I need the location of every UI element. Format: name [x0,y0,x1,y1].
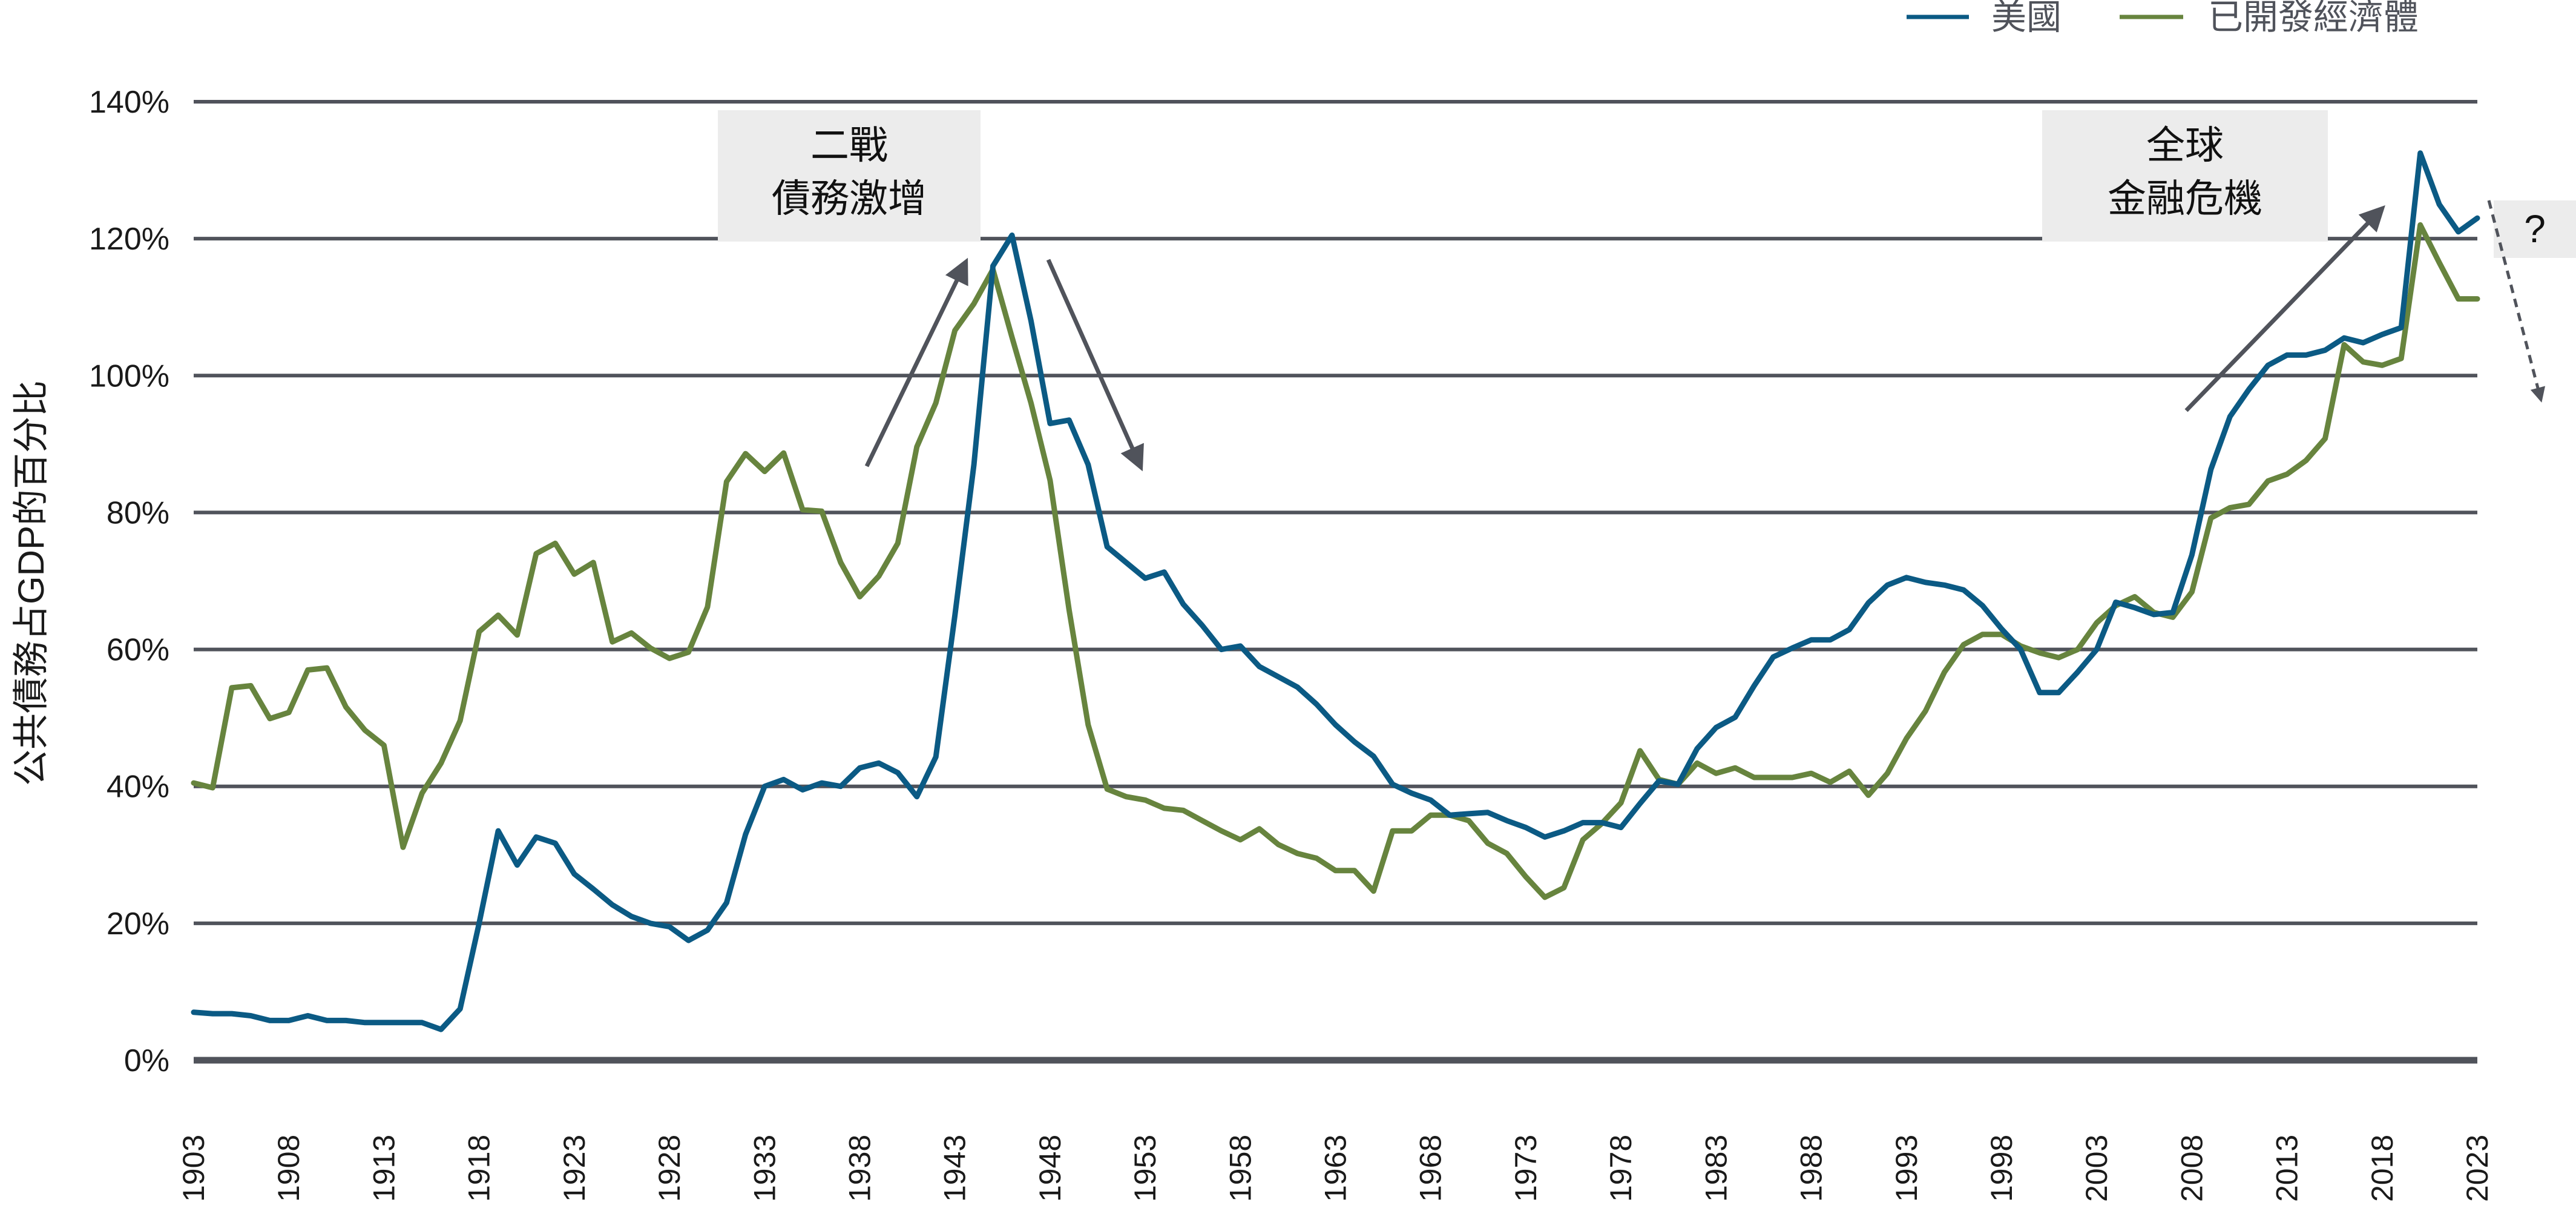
x-tick-label: 1928 [652,1135,686,1202]
arrow-dashed-down-icon [2487,200,2546,403]
y-tick-label: 100% [89,358,169,394]
x-tick-label: 1913 [367,1135,401,1202]
x-tick-label: 1998 [1985,1135,2019,1202]
annotation-wwii-line2: 債務激增 [772,177,927,220]
annotation-gfc-line2: 金融危機 [2108,177,2262,220]
x-tick-label: 1908 [272,1135,306,1202]
legend-label-usa: 美國 [1991,0,2062,37]
annotation-wwii-line1: 二戰 [810,124,888,167]
x-tick-label: 1968 [1414,1135,1448,1202]
x-tick-label: 1933 [748,1135,781,1202]
annotation-wwii-box [718,110,981,242]
y-tick-label: 40% [107,770,169,805]
y-tick-label: 0% [124,1043,169,1078]
x-tick-label: 2008 [2175,1135,2209,1202]
x-tick-label: 1993 [1890,1135,1924,1202]
y-tick-label: 140% [89,85,169,120]
series-line-developed-economies [191,222,2480,900]
x-tick-label: 1963 [1319,1135,1353,1202]
y-axis-ticks: 0% 20% 40% 60% 80% 100% 120% 140% [89,85,169,1078]
annotation-gfc: 全球 金融危機 [2042,110,2328,242]
x-tick-label: 2003 [2080,1135,2114,1202]
annotation-question-box [2494,200,2576,258]
annotation-question: ? [2494,200,2576,258]
annotation-question-text: ? [2524,207,2546,251]
x-tick-label: 1903 [177,1135,211,1202]
legend-label-developed: 已開發經濟體 [2208,0,2419,37]
x-tick-label: 1988 [1795,1135,1828,1202]
series-lines [191,150,2480,1032]
x-tick-label: 1923 [557,1135,591,1202]
x-tick-label: 1973 [1509,1135,1543,1202]
x-tick-label: 1983 [1699,1135,1733,1202]
x-tick-label: 1943 [938,1135,972,1202]
x-tick-label: 1958 [1223,1135,1257,1202]
x-tick-label: 1978 [1604,1135,1638,1202]
arrow-down-wwii-icon [1046,259,1144,472]
y-tick-label: 60% [107,633,169,668]
y-tick-label: 80% [107,495,169,530]
x-axis-ticks: 1903 1908 1913 1918 1923 1928 1933 1938 1943 1948… [177,1135,2494,1202]
y-tick-label: 20% [107,906,169,942]
y-axis-title: 公共債務占GDP的百分比 [11,380,51,786]
x-tick-label: 2013 [2270,1135,2304,1202]
legend: 美國 已開發經濟體 [1907,0,2419,37]
annotation-gfc-line1: 全球 [2146,124,2224,167]
x-tick-label: 1948 [1033,1135,1067,1202]
annotation-wwii: 二戰 債務激增 [718,110,981,242]
arrow-up-wwii-icon [864,257,968,467]
x-tick-label: 1918 [462,1135,496,1202]
y-tick-label: 120% [89,222,169,257]
x-tick-label: 1938 [843,1135,876,1202]
x-tick-label: 2023 [2460,1135,2494,1202]
series-line-usa [191,150,2480,1032]
x-tick-label: 1953 [1128,1135,1162,1202]
arrow-up-gfc-icon [2184,205,2385,412]
annotation-gfc-box [2042,110,2328,242]
x-tick-label: 2018 [2365,1135,2399,1202]
gridlines [194,100,2477,1064]
